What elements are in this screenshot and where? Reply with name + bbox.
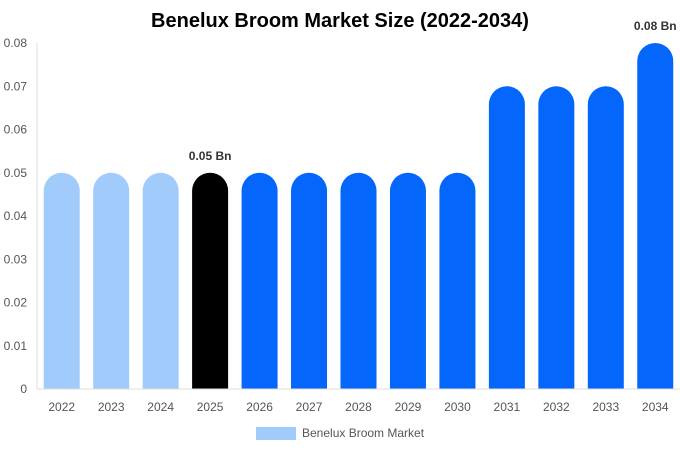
x-tick-label: 2030 xyxy=(444,400,471,414)
bar-2028[interactable] xyxy=(340,172,377,389)
x-tick-label: 2025 xyxy=(197,400,224,414)
y-tick-label: 0.05 xyxy=(4,166,28,180)
chart-title: Benelux Broom Market Size (2022-2034) xyxy=(151,10,529,32)
y-tick-label: 0 xyxy=(20,382,27,396)
y-tick-label: 0.08 xyxy=(4,36,28,50)
x-axis: 2022 2023 2024 2025 2026 2027 2028 2029 2030 2031… xyxy=(37,388,680,414)
y-tick-label: 0.07 xyxy=(4,79,28,93)
bar-2023[interactable] xyxy=(93,172,130,389)
x-tick-label: 2033 xyxy=(592,400,619,414)
bars xyxy=(43,43,674,389)
bar-2032[interactable] xyxy=(538,86,575,389)
legend[interactable]: Benelux Broom Market xyxy=(256,426,425,440)
x-tick-label: 2023 xyxy=(98,400,125,414)
bar-2027[interactable] xyxy=(291,172,328,389)
data-labels: 0.05 Bn 0.08 Bn xyxy=(189,19,677,163)
y-tick-label: 0.01 xyxy=(4,339,28,353)
y-tick-label: 0.06 xyxy=(4,123,28,137)
bar-2026[interactable] xyxy=(241,172,278,389)
x-tick-label: 2031 xyxy=(494,400,521,414)
data-label: 0.05 Bn xyxy=(189,149,232,163)
bar-2030[interactable] xyxy=(439,172,476,389)
data-label: 0.08 Bn xyxy=(634,19,677,33)
bar-2022[interactable] xyxy=(43,172,80,389)
x-tick-label: 2032 xyxy=(543,400,570,414)
x-tick-label: 2024 xyxy=(147,400,174,414)
bar-2024[interactable] xyxy=(142,172,179,389)
bar-2033[interactable] xyxy=(587,86,624,389)
x-tick-label: 2026 xyxy=(246,400,273,414)
y-axis: 0 0.01 0.02 0.03 0.04 0.05 0.06 0.07 0.08 xyxy=(4,36,38,396)
x-tick-label: 2034 xyxy=(642,400,669,414)
x-tick-label: 2028 xyxy=(345,400,372,414)
bar-2029[interactable] xyxy=(389,172,426,389)
x-tick-label: 2027 xyxy=(296,400,323,414)
y-tick-label: 0.02 xyxy=(4,296,28,310)
legend-label: Benelux Broom Market xyxy=(302,426,425,440)
bar-2025[interactable] xyxy=(192,172,229,389)
bar-2031[interactable] xyxy=(488,86,525,389)
x-tick-label: 2029 xyxy=(395,400,422,414)
y-tick-label: 0.03 xyxy=(4,252,28,266)
legend-swatch xyxy=(256,427,296,440)
x-tick-label: 2022 xyxy=(48,400,75,414)
bar-2034[interactable] xyxy=(637,43,674,389)
y-tick-label: 0.04 xyxy=(4,209,28,223)
